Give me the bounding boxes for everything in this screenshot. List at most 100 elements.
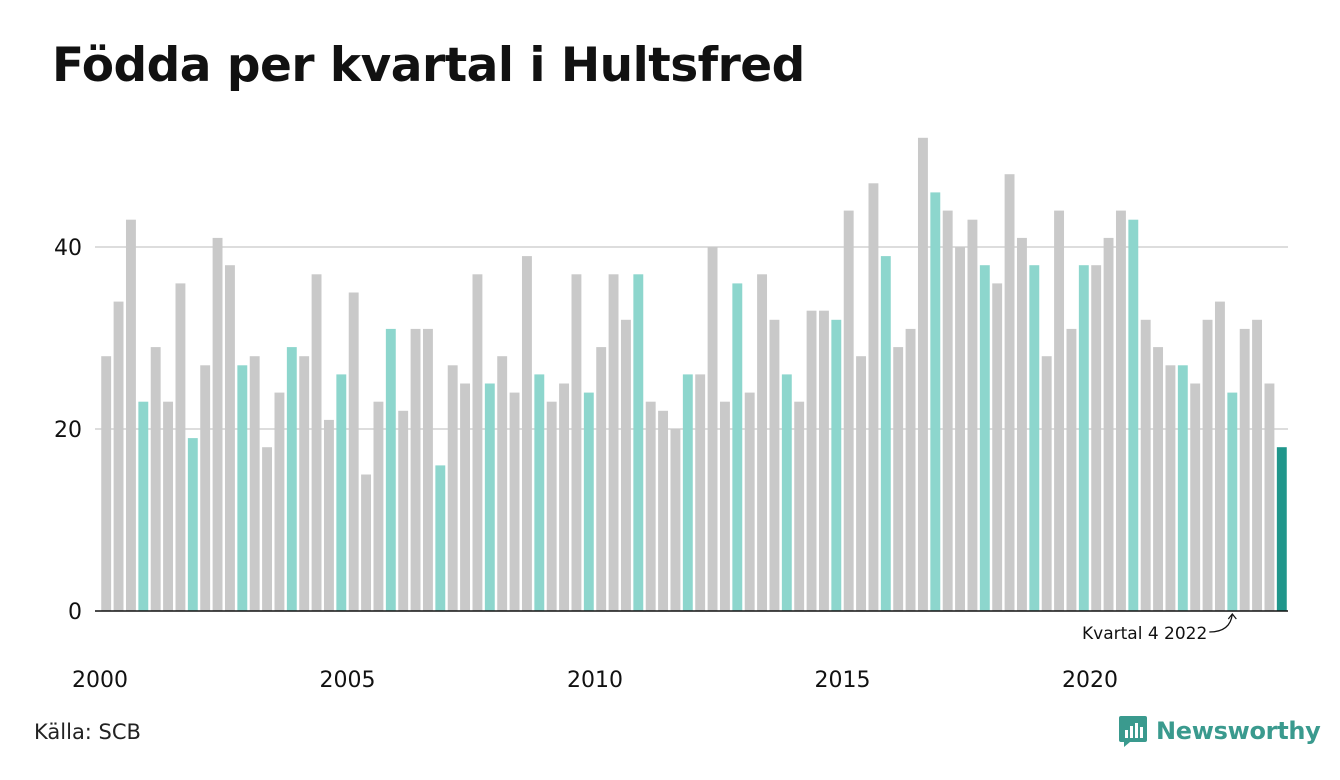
bar-2010-q3 [620,319,631,611]
y-tick-label: 20 [54,418,82,443]
bar-2019-q3 [1066,328,1077,611]
bar-2017-q1 [942,210,953,611]
x-tick-label: 2005 [320,668,376,693]
bar-2019-q4 [1078,265,1089,611]
bar-2010-q2 [608,274,619,611]
bar-2004-q4 [336,374,347,611]
bar-2015-q3 [868,183,879,612]
bar-2016-q1 [893,347,904,611]
bar-2003-q4 [286,347,297,611]
bar-2009-q2 [559,383,570,611]
bar-2001-q3 [175,283,186,611]
x-tick-label: 2000 [72,668,128,693]
brand-name: Newsworthy [1156,717,1321,745]
bar-2019-q2 [1054,210,1065,611]
bar-2015-q4 [880,256,891,611]
bar-2007-q4 [484,383,495,611]
bar-2008-q1 [497,356,508,611]
bar-2023-q1 [1239,328,1250,611]
bar-2007-q2 [460,383,471,611]
bar-2022-q4 [1227,392,1238,611]
bar-2000-q3 [125,219,136,611]
bars [101,137,1287,612]
bar-2013-q3 [769,319,780,611]
bar-2005-q2 [361,474,372,611]
bar-2003-q2 [262,447,273,611]
bar-2018-q2 [1004,174,1015,611]
bar-2017-q3 [967,219,978,611]
bar-2017-q2 [955,247,966,611]
bar-2000-q4 [138,401,149,611]
bar-2021-q2 [1153,347,1164,611]
bar-2009-q3 [571,274,582,611]
bar-2015-q2 [856,356,867,611]
bar-2008-q3 [521,256,532,611]
bar-2011-q1 [645,401,656,611]
bar-2006-q4 [435,465,446,611]
bar-2020-q3 [1115,210,1126,611]
newsworthy-logo-icon [1119,716,1147,747]
bar-2021-q4 [1177,365,1188,611]
source-label: Källa: SCB [34,720,141,744]
bar-2012-q2 [707,247,718,611]
bar-2015-q1 [843,210,854,611]
bar-2018-q1 [992,283,1003,611]
bar-2001-q4 [187,438,198,611]
x-tick-label: 2010 [567,668,623,693]
bar-2011-q2 [658,410,669,611]
annotation-label: Kvartal 4 2022 [1082,624,1207,644]
bar-2003-q3 [274,392,285,611]
bar-2017-q4 [979,265,990,611]
bar-2009-q1 [546,401,557,611]
bar-2020-q1 [1091,265,1102,611]
bar-2001-q2 [163,401,174,611]
bar-2016-q2 [905,328,916,611]
y-tick-label: 0 [68,600,82,625]
bar-2010-q1 [596,347,607,611]
bar-2018-q3 [1016,237,1027,611]
bar-2007-q1 [447,365,458,611]
bar-2022-q1 [1190,383,1201,611]
bar-2022-q3 [1214,301,1225,611]
bar-2014-q2 [806,310,817,611]
bar-2004-q3 [323,419,334,611]
bar-2004-q1 [299,356,310,611]
bar-2014-q1 [794,401,805,611]
bar-2023-q4 [1276,447,1287,611]
bar-2000-q2 [113,301,124,611]
bar-2020-q2 [1103,237,1114,611]
x-tick-label: 2020 [1062,668,1118,693]
bar-2013-q1 [744,392,755,611]
bar-2014-q3 [818,310,829,611]
bar-2013-q4 [781,374,792,611]
bar-2021-q1 [1140,319,1151,611]
bar-2011-q3 [670,429,681,611]
bar-2010-q4 [633,274,644,611]
bar-2016-q4 [930,192,941,611]
bar-2023-q3 [1264,383,1275,611]
annotation: Kvartal 4 2022 [1082,613,1237,644]
bar-2016-q3 [917,137,928,612]
bar-2004-q2 [311,274,322,611]
bar-2002-q4 [237,365,248,611]
bar-2020-q4 [1128,219,1139,611]
bar-chart: 0 20 40 2000 2005 2010 2015 2020 Kvartal 4 202… [54,137,1288,693]
bar-2009-q4 [583,392,594,611]
bar-2018-q4 [1029,265,1040,611]
bar-2013-q2 [757,274,768,611]
bar-2006-q3 [422,328,433,611]
bar-2022-q2 [1202,319,1213,611]
bar-2014-q4 [831,319,842,611]
bar-2006-q1 [398,410,409,611]
brand-logo: Newsworthy [1118,714,1321,748]
x-tick-label: 2015 [815,668,871,693]
bar-2005-q1 [348,292,359,611]
bar-2000-q1 [101,356,112,611]
y-axis-ticks: 0 20 40 [54,236,82,625]
bar-2019-q1 [1041,356,1052,611]
y-tick-label: 40 [54,236,82,261]
chart-title: Födda per kvartal i Hultsfred [52,38,805,93]
bar-2002-q1 [200,365,211,611]
bar-2012-q1 [695,374,706,611]
bar-2021-q3 [1165,365,1176,611]
